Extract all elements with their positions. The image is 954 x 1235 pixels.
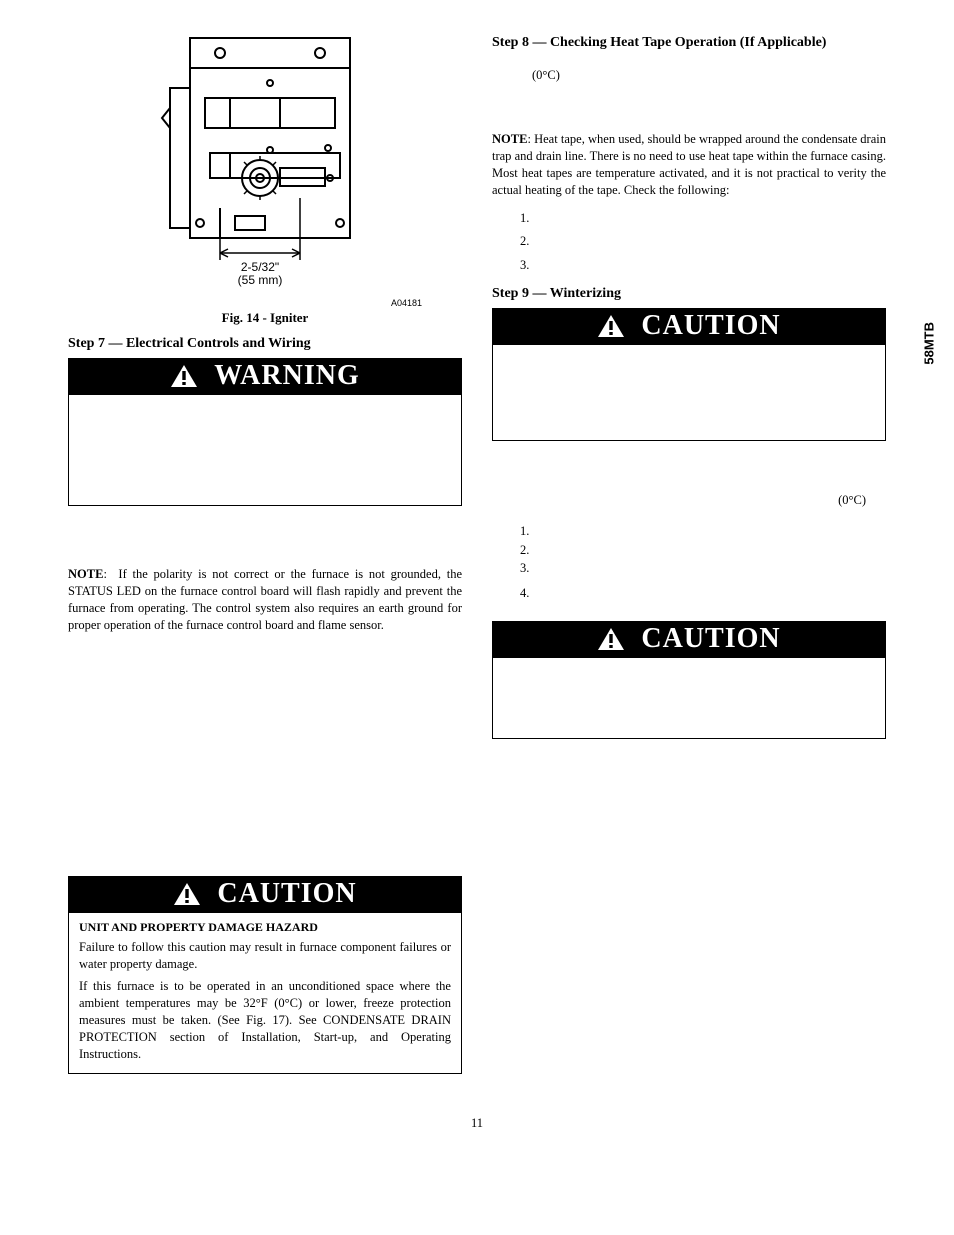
temp-note-1: (0°C) [532,68,886,83]
caution-body: UNIT AND PROPERTY DAMAGE HAZARD Failure … [69,913,461,1073]
caution-label: CAUTION [641,310,780,342]
warning-body [69,395,461,505]
caution-header: CAUTION [493,622,885,658]
figure-code: A04181 [68,298,422,308]
caution-header: CAUTION [493,309,885,345]
caution-label: CAUTION [217,878,356,910]
step-7-heading: Step 7 — Electrical Controls and Wiring [68,336,462,352]
figure-caption: Fig. 14 - Igniter [68,310,462,326]
warning-triangle-icon [170,364,198,388]
figure-14: 2-5/32" (55 mm) [68,28,462,292]
igniter-diagram-icon: 2-5/32" (55 mm) [150,28,380,288]
warning-triangle-icon [597,314,625,338]
list-a-1: 1. [520,207,886,231]
caution-box-bottom: CAUTION UNIT AND PROPERTY DAMAGE HAZARD … [68,876,462,1074]
caution-header: CAUTION [69,877,461,913]
caution-box-2: CAUTION [492,621,886,739]
caution-label: CAUTION [641,623,780,655]
list-b-2: 2. [520,541,886,560]
caution-p2: If this furnace is to be operated in an … [79,978,451,1062]
svg-text:(55 mm): (55 mm) [238,273,283,287]
page-number: 11 [68,1116,886,1131]
caution-p1: Failure to follow this caution may resul… [79,939,451,973]
warning-label: WARNING [214,360,359,392]
two-column-layout: 2-5/32" (55 mm) A04181 Fig. 14 - Igniter… [68,28,886,1086]
left-column: 2-5/32" (55 mm) A04181 Fig. 14 - Igniter… [68,28,462,1086]
list-a-3: 3. [520,254,886,278]
heat-tape-note: NOTE: Heat tape, when used, should be wr… [492,131,886,199]
list-b-1: 1. [520,522,886,541]
hazard-subheading: UNIT AND PROPERTY DAMAGE HAZARD [79,919,451,935]
list-b-3: 3. [520,559,886,578]
list-a-2: 2. [520,230,886,254]
warning-triangle-icon [173,882,201,906]
note-paragraph: NOTE: If the polarity is not correct or … [68,566,462,634]
caution-body [493,658,885,738]
list-b-4: 4. [520,584,886,603]
right-column: Step 8 — Checking Heat Tape Operation (I… [492,28,886,751]
svg-text:2-5/32": 2-5/32" [241,260,279,274]
step-8-heading: Step 8 — Checking Heat Tape Operation (I… [492,34,886,52]
step-9-heading: Step 9 — Winterizing [492,286,886,302]
warning-triangle-icon [597,627,625,651]
warning-box: WARNING [68,358,462,506]
temp-note-2: (0°C) [492,493,886,508]
side-tab: 58MTB [922,322,937,365]
caution-box-1: CAUTION [492,308,886,441]
warning-header: WARNING [69,359,461,395]
caution-body [493,345,885,440]
